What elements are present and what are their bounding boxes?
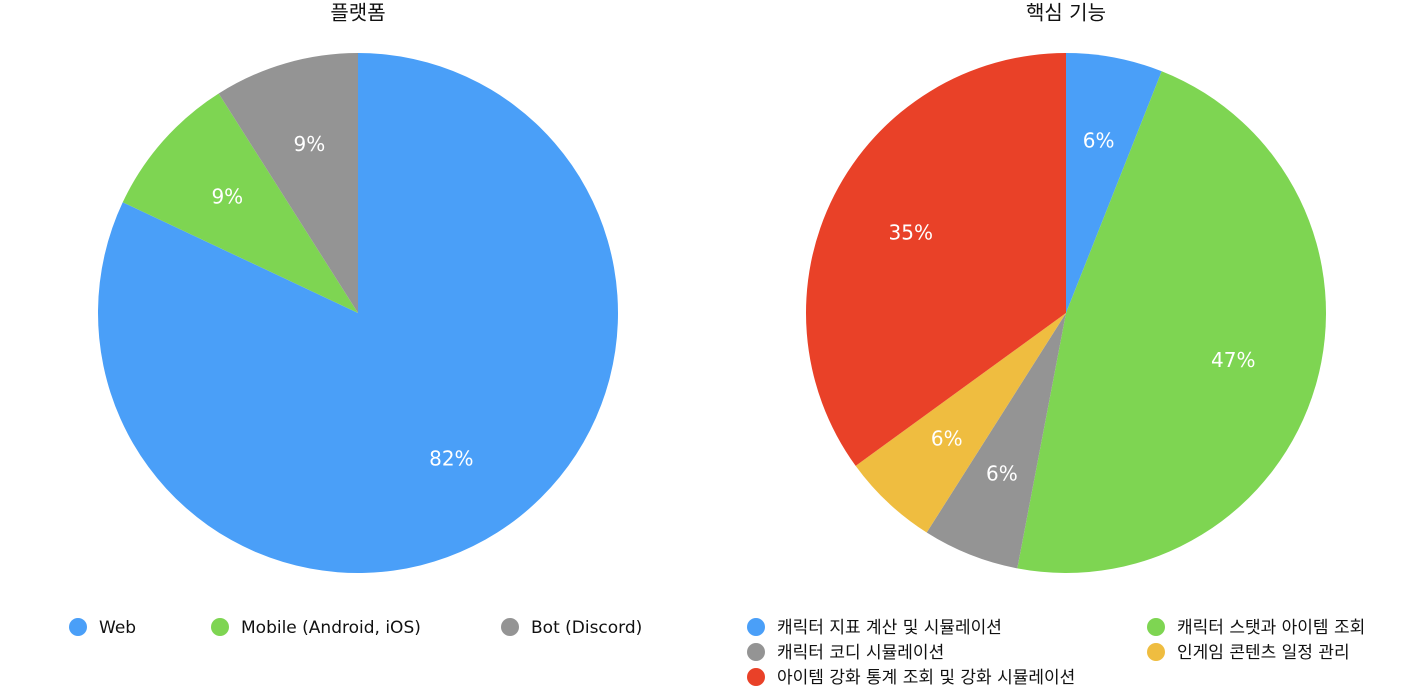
legend-marker (501, 618, 519, 636)
pie-slice (97, 53, 619, 573)
chart-title: 핵심 기능 (1026, 1, 1106, 25)
legend-label: 인게임 콘텐츠 일정 관리 (1177, 643, 1350, 663)
data-label: 6% (931, 426, 963, 450)
pie-slice (218, 53, 358, 313)
legend-marker (747, 643, 765, 661)
legend-marker (1147, 618, 1165, 636)
legend-label: Mobile (Android, iOS) (241, 618, 421, 638)
chart-title: 플랫폼 (330, 1, 385, 25)
legend-marker (211, 618, 229, 636)
legend-label: 캐릭터 코디 시뮬레이션 (777, 643, 944, 663)
legend-marker (1147, 643, 1165, 661)
pie-slice (122, 93, 358, 314)
legend-label: 캐릭터 지표 계산 및 시뮬레이션 (777, 618, 1002, 638)
pie-slice (1066, 53, 1162, 313)
legend-marker (747, 618, 765, 636)
pie-slice (926, 313, 1066, 569)
data-label: 6% (986, 461, 1018, 485)
data-label: 82% (429, 447, 473, 471)
legend-label: Bot (Discord) (531, 618, 642, 638)
pie-slice (1017, 71, 1327, 574)
legend-marker (747, 668, 765, 686)
data-label: 47% (1211, 348, 1255, 372)
data-label: 35% (889, 220, 933, 244)
data-label: 9% (294, 132, 326, 156)
legend-marker (69, 618, 87, 636)
pie-slice (855, 313, 1066, 533)
data-label: 9% (211, 184, 243, 208)
pie-slice (806, 53, 1066, 466)
legend-label: 캐릭터 스탯과 아이템 조회 (1177, 618, 1365, 638)
legend-label: Web (99, 618, 136, 638)
legend-label: 아이템 강화 통계 조회 및 강화 시뮬레이션 (777, 668, 1075, 688)
data-label: 6% (1083, 128, 1115, 152)
